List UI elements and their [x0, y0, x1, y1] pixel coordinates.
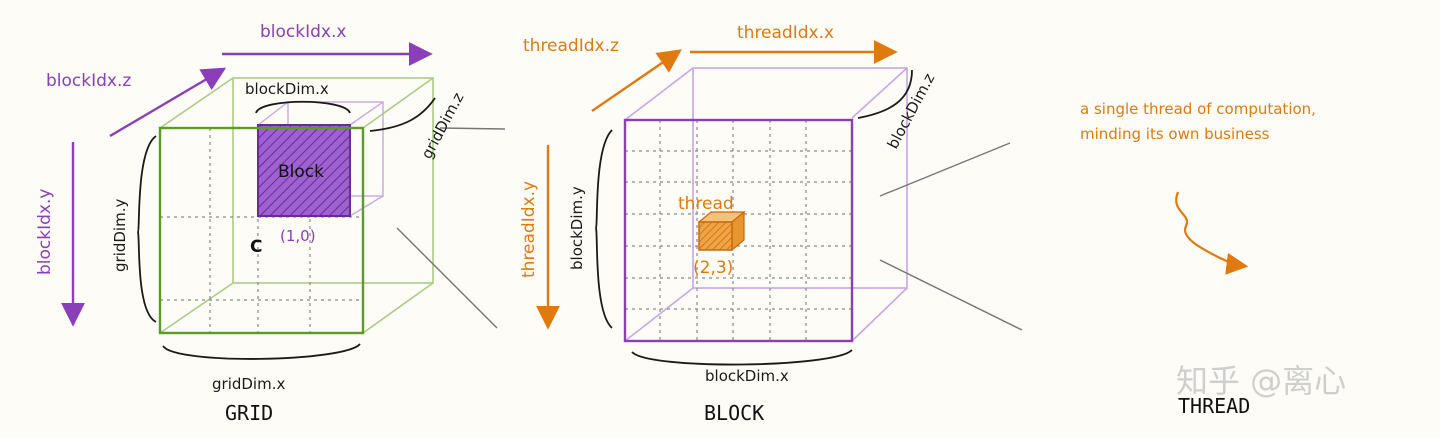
blockdim-x-label: blockDim.x — [245, 80, 329, 98]
block-front-face — [623, 118, 854, 343]
thread-note-line1: a single thread of computation, — [1080, 100, 1316, 118]
grid-front-face — [158, 126, 365, 335]
thread-caption: THREAD — [1178, 394, 1250, 418]
block-panel: threadIdx.x threadIdx.z threadIdx.y bloc… — [519, 23, 1023, 425]
watermark: 知乎 @离心 — [1176, 362, 1346, 400]
griddim-y-label: gridDim.y — [111, 199, 129, 272]
blockdim-x-brace — [631, 349, 853, 366]
grid-to-block-connector-top — [439, 127, 506, 130]
blockidx-x-label: blockIdx.x — [260, 22, 346, 42]
grid-caption: GRID — [225, 401, 273, 425]
threadidx-z-label: threadIdx.z — [523, 36, 619, 56]
blockidx-z-arrow — [109, 67, 227, 138]
blockdim-y-label: blockDim.y — [568, 186, 586, 270]
block-to-thread-connector-top — [879, 142, 1011, 197]
corner-letter: C — [250, 237, 262, 257]
threadidx-x-label: threadIdx.x — [737, 23, 834, 43]
thread-cube — [697, 210, 746, 252]
highlighted-block-cube — [257, 101, 384, 217]
griddim-z-brace — [369, 97, 436, 132]
threadidx-z-arrow — [591, 49, 682, 112]
blockdim-x-brace — [255, 100, 351, 114]
blockdim-z-brace — [857, 69, 913, 119]
griddim-y-brace — [137, 135, 157, 323]
blockdim-x-label: blockDim.x — [705, 367, 789, 385]
blockdim-y-brace — [595, 129, 613, 329]
squiggle-arrow-icon — [1175, 191, 1249, 275]
grid-panel: blockIdx.x blockIdx.z blockIdx.y gridDim… — [35, 22, 506, 425]
griddim-x-label: gridDim.x — [212, 375, 285, 393]
thread-note-line2: minding its own business — [1080, 125, 1270, 143]
thread-label: thread — [678, 194, 734, 214]
grid-to-block-connector-bottom — [396, 227, 498, 329]
griddim-x-brace — [162, 343, 361, 360]
block-cell-lines — [625, 120, 852, 341]
block-caption: BLOCK — [704, 401, 764, 425]
threadidx-y-label: threadIdx.y — [519, 181, 539, 278]
block-back-cube — [624, 67, 908, 342]
blockidx-y-label: blockIdx.y — [35, 189, 55, 275]
block-label: Block — [278, 162, 324, 182]
block-to-thread-connector-bottom — [879, 259, 1023, 331]
blockidx-z-label: blockIdx.z — [46, 71, 131, 91]
griddim-z-label: gridDim.z — [418, 89, 468, 161]
thread-panel: a single thread of computation, minding … — [1080, 100, 1346, 418]
thread-coord-label: (2,3) — [693, 258, 733, 278]
block-coord-label: (1,0) — [280, 227, 316, 245]
